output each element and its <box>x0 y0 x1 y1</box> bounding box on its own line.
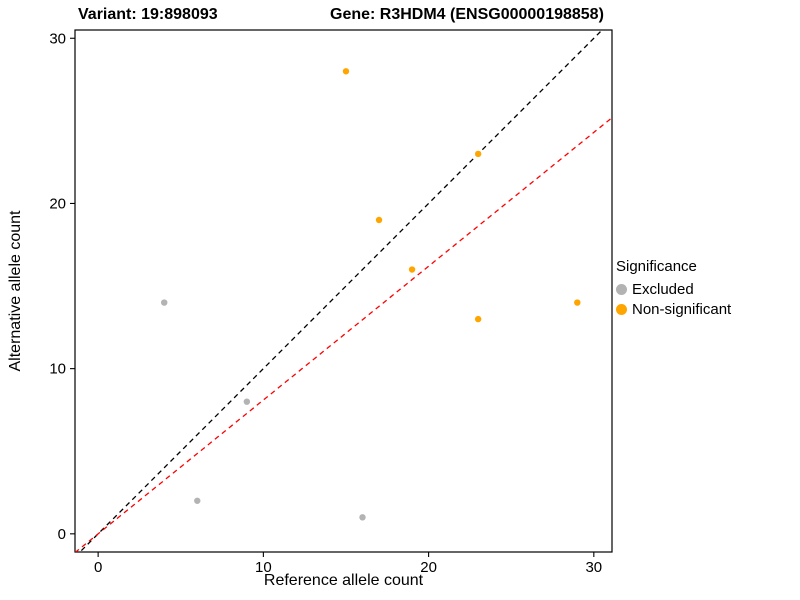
data-point-non-significant <box>375 216 383 224</box>
y-tick-label: 10 <box>49 361 66 378</box>
legend-label: Excluded <box>632 280 694 298</box>
y-tick-label: 0 <box>58 526 66 543</box>
y-tick-label: 20 <box>49 195 66 212</box>
data-point-excluded <box>359 514 366 521</box>
legend-item: Excluded <box>616 279 731 299</box>
x-tick-label: 20 <box>420 559 437 576</box>
legend-key-dot <box>616 303 627 315</box>
x-tick-label: 0 <box>94 559 102 576</box>
legend-items: Excluded Non-significant <box>616 279 731 319</box>
expected-ratio-line <box>75 117 612 552</box>
data-point-non-significant <box>408 266 416 273</box>
data-point-excluded <box>194 497 201 504</box>
x-tick-label: 10 <box>255 559 272 576</box>
identity-line <box>79 30 604 552</box>
data-point-non-significant <box>474 150 482 158</box>
variant-title: Variant: 19:898093 <box>78 6 218 23</box>
legend-title: Significance <box>616 258 697 275</box>
data-point-non-significant <box>342 68 350 75</box>
y-axis-label: Alternative allele count <box>7 210 24 372</box>
data-point-non-significant <box>574 299 581 306</box>
data-point-excluded <box>243 398 251 405</box>
x-tick-label: 30 <box>585 559 602 576</box>
gene-title: Gene: R3HDM4 (ENSG00000198858) <box>330 6 604 23</box>
panel-border <box>74 29 613 553</box>
legend-item: Non-significant <box>616 299 731 319</box>
legend-label: Non-significant <box>632 300 732 318</box>
x-axis-label: Reference allele count <box>263 572 424 589</box>
y-tick-label: 30 <box>49 30 66 47</box>
data-point-non-significant <box>474 315 482 323</box>
legend: Significance Excluded Non-significant <box>616 258 731 319</box>
data-point-excluded <box>161 299 168 306</box>
legend-key-dot <box>616 283 627 295</box>
